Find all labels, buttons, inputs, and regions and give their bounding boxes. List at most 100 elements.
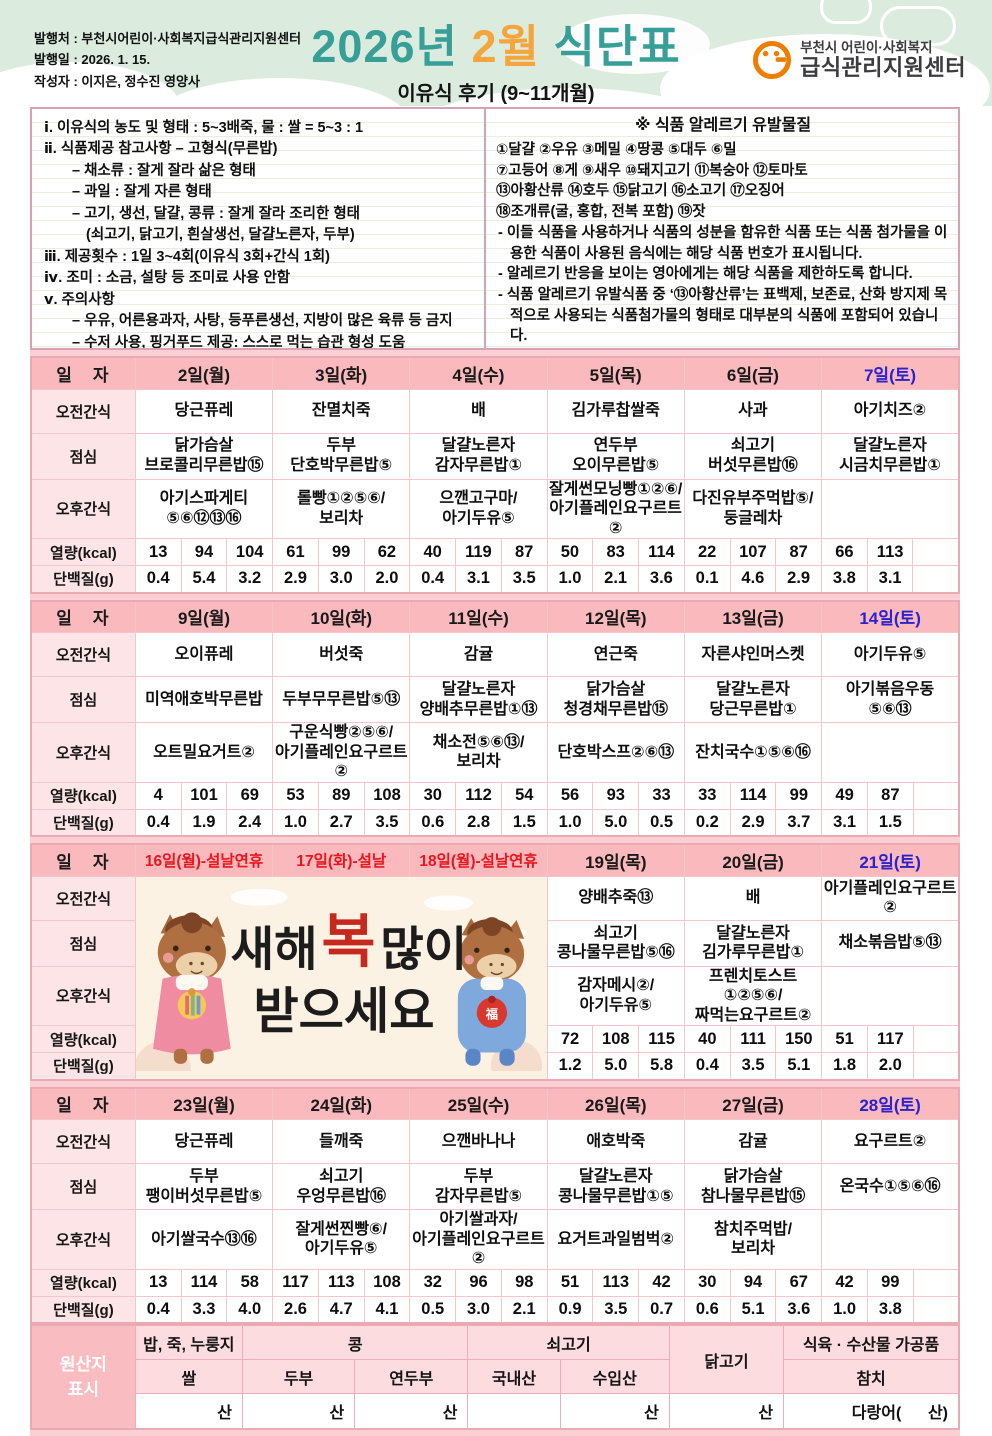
new-year-banner-image: 福 새해 복 많이 받으세요 [135, 883, 547, 1072]
meal-cell-pm: 잔치국수①⑤⑥⑯ [683, 722, 823, 783]
protein-value: 3.1 [866, 565, 914, 594]
feeding-note-line: – 고기, 생선, 달걀, 콩류 : 잘게 잘라 조리한 형태 [72, 205, 361, 222]
kcal-value: 61 [272, 538, 319, 567]
kcal-value: 33 [638, 781, 685, 810]
date-header: 16일(월)-설날연휴 [134, 843, 274, 877]
feeding-note-line: ⅳ. 조미 : 소금, 설탕 등 조미료 사용 안함 [44, 270, 291, 287]
protein-value [912, 565, 960, 594]
kcal-value: 119 [455, 538, 502, 567]
meal-cell-am: 요구르트② [821, 1119, 960, 1165]
kcal-value: 87 [866, 781, 914, 810]
meal-cell-am: 감귤 [683, 1119, 823, 1165]
protein-value: 1.0 [546, 808, 594, 837]
protein-value: 0.5 [638, 808, 685, 837]
protein-value: 3.1 [821, 808, 868, 837]
origin-label: 원산지 표시 [30, 1324, 136, 1430]
row-label-lunch: 점심 [30, 432, 136, 480]
feeding-note-line: – 우유, 어른용과자, 사탕, 등푸른생선, 지방이 많은 육류 등 금지 [72, 313, 453, 330]
protein-value: 2.0 [363, 565, 411, 594]
meal-cell-lunch: 두부 감자무른밥⑤ [409, 1163, 548, 1211]
meal-cell-lunch: 쇠고기 콩나물무른밥⑤⑯ [546, 919, 685, 967]
kcal-value: 107 [729, 538, 777, 567]
meal-cell-pm: 채소전⑤⑥⑬/ 보리차 [409, 722, 548, 783]
meal-cell-lunch: 닭가슴살 청경채무른밥⑮ [546, 676, 685, 724]
origin-header-tuna: 참치 [783, 1359, 960, 1395]
cloud-outline [820, 0, 872, 24]
date-header: 25일(수) [409, 1087, 548, 1121]
date-header: 4일(수) [409, 356, 548, 390]
origin-value-tuna: 다랑어( 산) [783, 1393, 960, 1430]
kcal-value: 51 [546, 1268, 594, 1297]
kcal-value: 150 [775, 1025, 823, 1054]
kcal-value: 99 [317, 538, 365, 567]
kcal-value: 99 [775, 781, 823, 810]
logo-line1: 부천시 어린이·사회복지 [800, 39, 933, 55]
protein-value: 3.2 [226, 565, 274, 594]
protein-value: 2.9 [775, 565, 823, 594]
meal-cell-lunch: 달걀노른자 콩나물무른밥①⑤ [546, 1163, 685, 1211]
row-label-kcal: 열량(kcal) [30, 781, 136, 810]
protein-value: 2.7 [317, 808, 365, 837]
kcal-value: 42 [821, 1268, 868, 1297]
meal-cell-pm: 으깬고구마/ 아기두유⑤ [409, 478, 548, 540]
kcal-value: 30 [683, 1268, 731, 1297]
separator-band [30, 593, 960, 600]
allergy-title: ※ 식품 알레르기 유발물질 [634, 117, 812, 134]
cloud-outline [880, 6, 956, 46]
protein-value: 4.7 [317, 1295, 365, 1324]
protein-value: 3.5 [592, 1295, 640, 1324]
row-label-am: 오전간식 [30, 875, 136, 921]
origin-header-imported: 수입산 [559, 1359, 670, 1395]
kcal-value [912, 781, 960, 810]
kcal-value: 50 [546, 538, 594, 567]
kcal-value [912, 538, 960, 567]
row-label-pm: 오후간식 [30, 965, 136, 1027]
protein-value: 2.1 [500, 1295, 548, 1324]
meal-cell-pm: 오트밀요거트② [134, 722, 274, 783]
title-suffix: 식단표 [553, 21, 681, 72]
feeding-notes-box: ⅰ. 이유식의 농도 및 형태 : 5~3배죽, 물 : 쌀 = 5~3 : 1… [30, 107, 486, 350]
week-table: 일 자 2일(월) 3일(화) 4일(수) 5일(목) 6일(금) 7일(토) 오전간식 당근퓨… [30, 356, 960, 594]
kcal-value: 96 [455, 1268, 502, 1297]
logo-line2: 급식관리지원센터 [800, 55, 966, 81]
protein-value: 0.9 [546, 1295, 594, 1324]
meal-cell-am: 애호박죽 [546, 1119, 685, 1165]
protein-value: 1.0 [272, 808, 319, 837]
meal-cell-pm: 아기쌀과자/ 아기플레인요구르트② [409, 1209, 548, 1270]
allergy-line: ⑦고등어 ⑧게 ⑨새우 ⑩돼지고기 ⑪복숭아 ⑫토마토 [496, 162, 808, 179]
date-header: 13일(금) [683, 600, 823, 634]
date-header: 11일(수) [409, 600, 548, 634]
row-label-date: 일 자 [30, 600, 136, 634]
protein-value: 0.4 [409, 565, 457, 594]
row-label-kcal: 열량(kcal) [30, 538, 136, 567]
allergy-line: ⑱조개류(굴, 홍합, 전복 포함) ⑲잣 [496, 204, 706, 221]
kcal-value: 114 [729, 781, 777, 810]
meal-cell-pm [821, 478, 960, 540]
meal-cell-am: 사과 [683, 388, 823, 434]
date-header: 12일(목) [546, 600, 685, 634]
kcal-value: 13 [134, 1268, 182, 1297]
origin-value-domestic [467, 1393, 561, 1430]
row-label-am: 오전간식 [30, 1119, 136, 1165]
feeding-note-line: ⅰ. 이유식의 농도 및 형태 : 5~3배죽, 물 : 쌀 = 5~3 : 1 [44, 120, 364, 136]
meal-cell-lunch: 달걀노른자 양배추무른밥①⑬ [409, 676, 548, 724]
meal-cell-lunch: 두부 팽이버섯무른밥⑤ [134, 1163, 274, 1211]
feeding-note-line: – 과일 : 잘게 자른 형태 [72, 184, 212, 201]
origin-value-imported: 산 [559, 1393, 670, 1430]
kcal-value: 53 [272, 781, 319, 810]
origin-header-softtofu: 연두부 [354, 1359, 469, 1395]
meal-cell-pm [821, 1209, 960, 1270]
protein-value: 0.7 [638, 1295, 685, 1324]
kcal-value: 69 [226, 781, 274, 810]
protein-value: 0.1 [683, 565, 731, 594]
meal-cell-lunch: 두부무무른밥⑤⑬ [272, 676, 411, 724]
meal-cell-pm: 아기쌀국수⑬⑯ [134, 1209, 274, 1270]
date-header: 20일(금) [683, 843, 823, 877]
date-header: 17일(화)-설날 [272, 843, 411, 877]
meal-cell-am: 당근퓨레 [134, 388, 274, 434]
info-section: ⅰ. 이유식의 농도 및 형태 : 5~3배죽, 물 : 쌀 = 5~3 : 1… [30, 107, 960, 350]
protein-value: 3.1 [455, 565, 502, 594]
feeding-note-line: – 채소류 : 잘게 잘라 삶은 형태 [72, 162, 256, 179]
protein-value: 3.3 [180, 1295, 228, 1324]
meal-cell-am: 자른샤인머스켓 [683, 632, 823, 678]
